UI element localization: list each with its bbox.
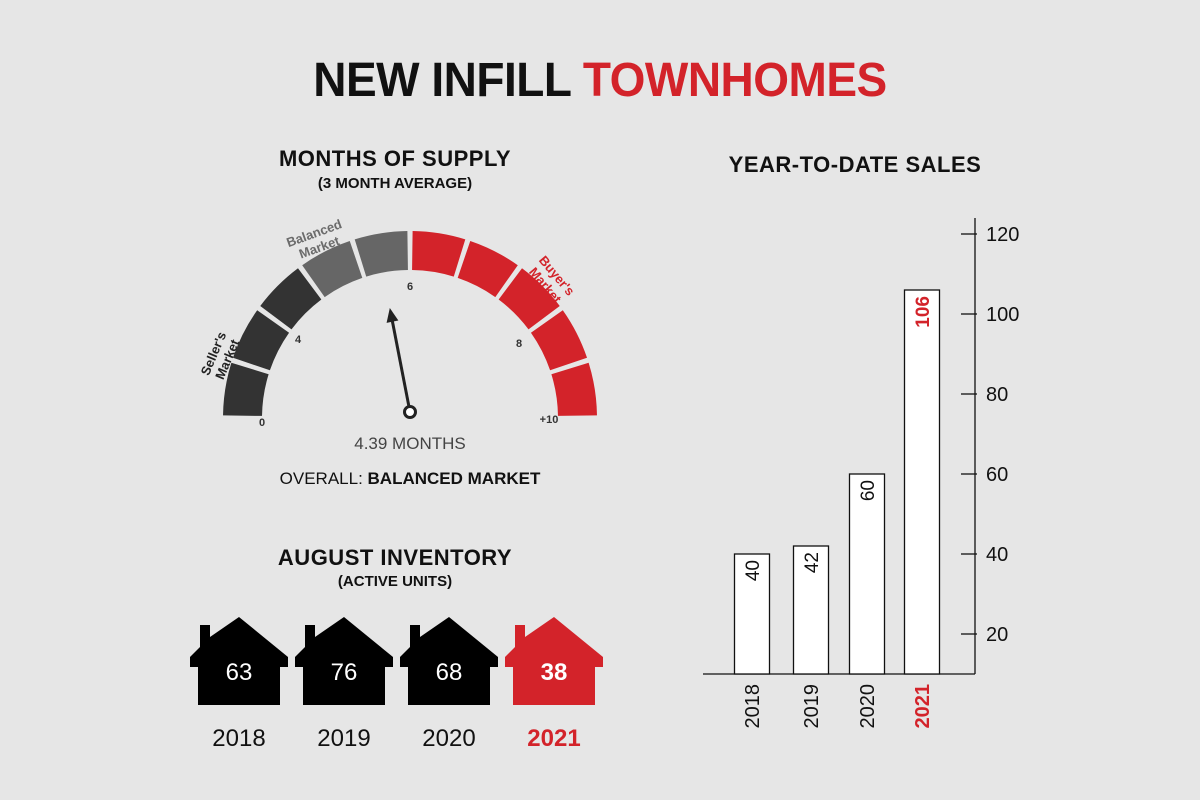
sales-bar-chart: 20 40 60 80 100 120 40 2018 42 2019 60 2020 106 2021 — [703, 218, 1019, 729]
supply-gauge — [223, 231, 597, 416]
inventory-value: 63 — [226, 659, 253, 686]
needle-shaft — [389, 315, 412, 413]
inventory-year: 2018 — [212, 725, 265, 752]
gauge-segment — [551, 362, 597, 416]
bar — [848, 473, 886, 675]
x-category-label: 2021 — [912, 684, 934, 729]
house-icon — [400, 617, 498, 705]
inventory-houses: 63 2018 76 2019 68 2020 38 2021 — [190, 617, 603, 752]
bar-value-label: 106 — [913, 296, 934, 328]
supply-heading: MONTHS OF SUPPLY — [278, 146, 512, 171]
gauge-segment — [498, 268, 560, 330]
gauge-needle — [386, 307, 417, 419]
inventory-value: 76 — [331, 659, 358, 686]
y-tick-label: 80 — [986, 384, 1008, 406]
house-icon — [190, 617, 288, 705]
gauge-segment — [302, 240, 363, 298]
gauge-segment — [223, 362, 269, 416]
needle-pivot — [403, 405, 417, 419]
overall-status: OVERALL: BALANCED MARKET — [280, 469, 541, 488]
gauge-segment — [354, 231, 408, 277]
x-category-label: 2019 — [801, 684, 823, 729]
house-icon — [295, 617, 393, 705]
gauge-segment — [530, 310, 588, 371]
inventory-year: 2019 — [317, 725, 370, 752]
supply-subheading: (3 MONTH AVERAGE) — [317, 175, 473, 192]
overall-label: OVERALL: — [280, 469, 363, 488]
overall-value: BALANCED MARKET — [368, 469, 541, 488]
y-tick-label: 120 — [986, 224, 1019, 246]
gauge-segment — [260, 268, 322, 330]
bar — [903, 289, 941, 675]
gauge-tick-10: +10 — [540, 414, 559, 426]
inventory-year: 2021 — [527, 725, 580, 752]
bar-value-label: 60 — [858, 480, 879, 501]
y-tick-label: 20 — [986, 624, 1008, 646]
gauge-tick-0: 0 — [259, 417, 265, 429]
gauge-segment — [232, 310, 290, 371]
bar — [792, 545, 830, 675]
x-category-label: 2020 — [857, 684, 879, 729]
gauge-segment — [457, 240, 518, 298]
gauge-tick-6: 6 — [407, 281, 413, 293]
sales-chart-title: YEAR-TO-DATE SALES — [728, 152, 982, 177]
inventory-value: 38 — [541, 659, 568, 686]
bar — [733, 553, 771, 675]
gauge-tick-8: 8 — [516, 338, 522, 350]
inventory-heading: AUGUST INVENTORY — [277, 545, 513, 570]
title-part-2: TOWNHOMES — [582, 51, 887, 107]
title-part-1: NEW INFILL — [313, 51, 571, 107]
house-icon — [505, 617, 603, 705]
needle-arrowhead — [386, 307, 399, 323]
gauge-tick-4: 4 — [295, 334, 302, 346]
x-category-label: 2018 — [742, 684, 764, 729]
y-tick-label: 40 — [986, 544, 1008, 566]
bar-value-label: 42 — [802, 552, 823, 573]
inventory-value: 68 — [436, 659, 463, 686]
y-tick-label: 60 — [986, 464, 1008, 486]
inventory-subheading: (ACTIVE UNITS) — [337, 573, 453, 590]
y-tick-label: 100 — [986, 304, 1019, 326]
supply-value-text: 4.39 MONTHS — [354, 434, 465, 453]
page-title: NEW INFILL TOWNHOMES — [0, 51, 1200, 108]
bar-value-label: 40 — [743, 560, 764, 581]
inventory-year: 2020 — [422, 725, 475, 752]
gauge-segment — [412, 231, 466, 277]
